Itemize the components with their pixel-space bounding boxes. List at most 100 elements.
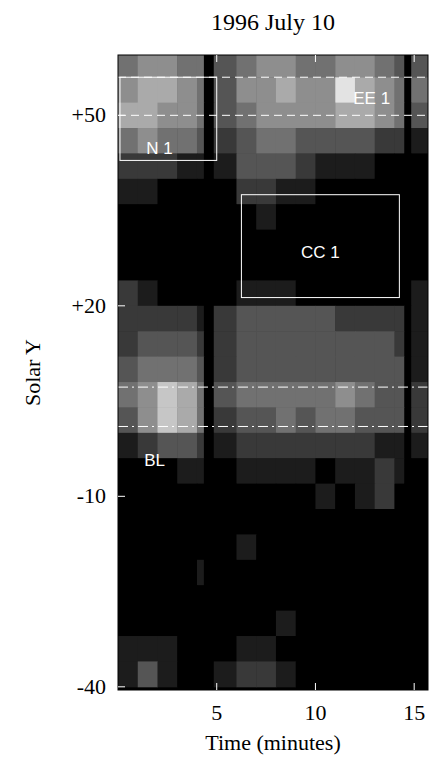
- cell: [404, 661, 411, 687]
- cell: [197, 458, 204, 484]
- cell: [236, 128, 256, 154]
- cell: [118, 382, 138, 408]
- cell: [138, 230, 158, 256]
- annotation: CC 1: [301, 243, 340, 262]
- cell: [138, 331, 158, 357]
- cell: [315, 55, 335, 78]
- cell: [411, 331, 428, 357]
- cell: [236, 560, 256, 586]
- cell: [118, 661, 138, 687]
- cell: [256, 509, 276, 535]
- cell: [404, 611, 411, 637]
- cell: [256, 585, 276, 611]
- cell: [335, 611, 355, 637]
- cell: [204, 458, 214, 484]
- cell: [315, 179, 335, 205]
- cell: [296, 560, 316, 586]
- cell: [214, 458, 237, 484]
- cell: [404, 255, 411, 281]
- cell: [276, 153, 296, 179]
- cell: [315, 509, 335, 535]
- cell: [375, 585, 395, 611]
- x-tick-label: 10: [304, 700, 326, 725]
- cell: [177, 458, 197, 484]
- cell: [204, 280, 214, 306]
- cell: [236, 484, 256, 510]
- cell: [355, 153, 375, 179]
- cell: [394, 331, 404, 357]
- cell: [177, 509, 197, 535]
- cell: [411, 534, 428, 560]
- cell: [138, 636, 158, 662]
- cell: [355, 636, 375, 662]
- cell: [197, 153, 204, 179]
- cell: [411, 55, 428, 78]
- cell: [138, 306, 158, 332]
- cell: [118, 534, 138, 560]
- cell: [214, 204, 237, 230]
- cell: [197, 357, 204, 383]
- cell: [204, 433, 214, 459]
- cell: [236, 77, 256, 103]
- cell: [276, 509, 296, 535]
- cell: [157, 357, 177, 383]
- x-tick-label: 15: [403, 700, 425, 725]
- cell: [355, 280, 375, 306]
- cell: [296, 534, 316, 560]
- cell: [276, 433, 296, 459]
- cell: [394, 661, 404, 687]
- cell: [256, 433, 276, 459]
- cell: [394, 611, 404, 637]
- cell: [411, 458, 428, 484]
- cell: [157, 280, 177, 306]
- cell: [276, 55, 296, 78]
- cell: [138, 280, 158, 306]
- cell: [177, 255, 197, 281]
- cell: [138, 77, 158, 103]
- cell: [394, 382, 404, 408]
- cell: [197, 331, 204, 357]
- cell: [138, 560, 158, 586]
- cell: [335, 560, 355, 586]
- cell: [204, 357, 214, 383]
- cell: [375, 128, 395, 154]
- cell: [335, 55, 355, 78]
- cell: [375, 636, 395, 662]
- cell: [157, 585, 177, 611]
- cell: [404, 230, 411, 256]
- cell: [157, 636, 177, 662]
- cell: [375, 306, 395, 332]
- cell: [204, 255, 214, 281]
- cell: [404, 77, 411, 103]
- cell: [375, 255, 395, 281]
- cell: [118, 357, 138, 383]
- cell: [214, 306, 237, 332]
- cell: [118, 484, 138, 510]
- cell: [394, 585, 404, 611]
- cell: [204, 661, 214, 687]
- cell: [355, 382, 375, 408]
- cell: [394, 128, 404, 154]
- cell: [214, 55, 237, 78]
- cell: [138, 357, 158, 383]
- cell: [177, 484, 197, 510]
- cell: [394, 306, 404, 332]
- cell: [197, 407, 204, 433]
- cell: [204, 611, 214, 637]
- cell: [355, 331, 375, 357]
- cell: [157, 407, 177, 433]
- cell: [256, 179, 276, 205]
- cell: [197, 560, 204, 586]
- cell: [236, 153, 256, 179]
- cell: [236, 55, 256, 78]
- cell: [315, 153, 335, 179]
- cell: [404, 585, 411, 611]
- cell: [118, 458, 138, 484]
- cell: [204, 77, 214, 103]
- cell: [375, 230, 395, 256]
- title: 1996 July 10: [211, 9, 335, 35]
- cell: [118, 433, 138, 459]
- cell: [157, 509, 177, 535]
- cell: [315, 433, 335, 459]
- cell: [296, 306, 316, 332]
